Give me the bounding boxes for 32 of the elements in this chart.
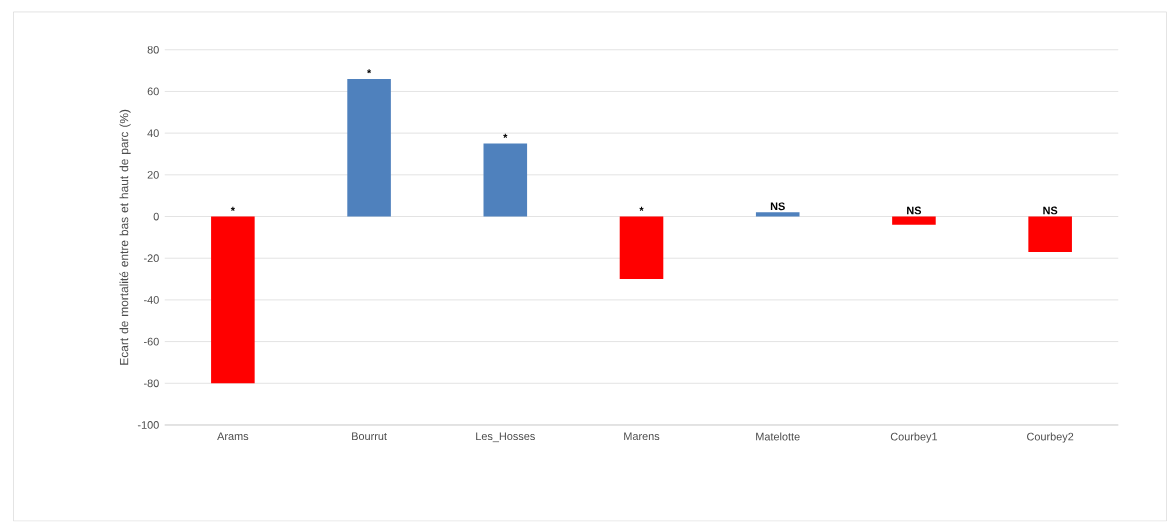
y-tick-label: 20 [147,171,159,179]
x-tick-label: Courbey1 [890,432,938,443]
y-tick-label: -40 [143,296,159,304]
annotation: NS [1043,206,1058,215]
annotation: NS [907,206,922,215]
x-tick-label: Arams [217,432,249,441]
bar [347,79,391,217]
y-tick-label: -60 [143,337,159,346]
bar [892,216,936,226]
y-tick-label: -20 [143,254,159,263]
annotation: NS [770,202,785,211]
bar [1028,216,1072,253]
x-tick-label: Bourrut [352,432,387,441]
x-tick-label: Marens [624,432,660,441]
annotation: * [366,69,372,74]
y-axis-title: Ecart de mortalité entre bas et haut de parc (%) [119,110,131,365]
x-tick-label: Courbey2 [1027,432,1074,443]
bar [483,143,528,217]
annotation: * [503,134,508,139]
y-tick-label: 80 [147,46,159,54]
y-tick-label: 0 [153,212,159,221]
y-tick-label: -80 [143,379,159,388]
annotation: * [230,207,235,212]
bar [211,216,255,384]
y-tick-label: 60 [147,87,159,96]
annotation: * [639,207,644,212]
bar [619,216,664,280]
y-tick-label: -100 [137,421,159,430]
bar [755,212,800,217]
y-tick-label: 40 [147,129,159,138]
x-tick-label: Matelotte [756,432,800,441]
x-tick-label: Les_Hosses [476,432,535,443]
